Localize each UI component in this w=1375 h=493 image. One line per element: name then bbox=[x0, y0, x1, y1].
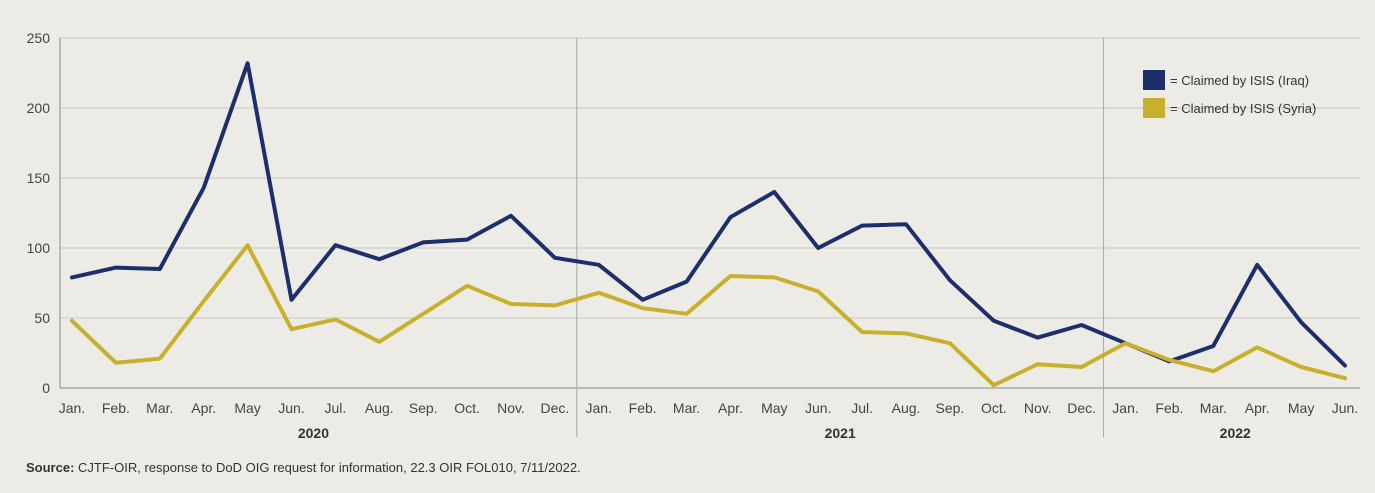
x-tick-label: Oct. bbox=[454, 400, 480, 416]
x-tick-label: Feb. bbox=[102, 400, 130, 416]
x-tick-label: Feb. bbox=[1155, 400, 1183, 416]
y-tick-label: 100 bbox=[27, 240, 51, 256]
x-tick-label: Mar. bbox=[1200, 400, 1227, 416]
x-tick-label: Jan. bbox=[586, 400, 612, 416]
series-line-syria bbox=[70, 243, 1347, 388]
x-tick-label: May bbox=[234, 400, 260, 416]
x-tick-label: Jan. bbox=[59, 400, 85, 416]
legend-label: = Claimed by ISIS (Iraq) bbox=[1170, 73, 1309, 88]
series-lines bbox=[70, 61, 1347, 388]
y-tick-label: 0 bbox=[42, 380, 50, 396]
x-tick-label: May bbox=[1288, 400, 1314, 416]
x-tick-label: Jan. bbox=[1112, 400, 1138, 416]
y-tick-label: 200 bbox=[27, 100, 51, 116]
x-tick-label: Jun. bbox=[805, 400, 831, 416]
x-tick-label: Dec. bbox=[540, 400, 569, 416]
legend-label: = Claimed by ISIS (Syria) bbox=[1170, 101, 1316, 116]
x-tick-label: Jul. bbox=[851, 400, 873, 416]
x-tick-label: May bbox=[761, 400, 787, 416]
y-tick-label: 50 bbox=[34, 310, 50, 326]
y-tick-label: 150 bbox=[27, 170, 51, 186]
x-tick-label: Mar. bbox=[673, 400, 700, 416]
x-tick-label: Aug. bbox=[365, 400, 394, 416]
x-axis: Jan. Feb. Mar. Apr. May Jun. Jul. Aug. Sep. Oct. N… bbox=[59, 400, 1358, 441]
year-label: 2022 bbox=[1220, 425, 1251, 441]
x-tick-label: Apr. bbox=[191, 400, 216, 416]
x-tick-label: Jul. bbox=[324, 400, 346, 416]
source-text: CJTF-OIR, response to DoD OIG request fo… bbox=[74, 460, 581, 475]
y-axis: 0 50 100 150 200 250 bbox=[27, 30, 51, 396]
legend-swatch bbox=[1143, 70, 1165, 90]
x-tick-label: Oct. bbox=[981, 400, 1007, 416]
x-tick-label: Aug. bbox=[892, 400, 921, 416]
legend: = Claimed by ISIS (Iraq) = Claimed by ISI… bbox=[1143, 70, 1316, 118]
x-tick-label: Sep. bbox=[936, 400, 965, 416]
x-tick-label: Nov. bbox=[497, 400, 525, 416]
x-tick-label: Apr. bbox=[1245, 400, 1270, 416]
y-tick-label: 250 bbox=[27, 30, 51, 46]
x-tick-label: Feb. bbox=[629, 400, 657, 416]
x-tick-label: Nov. bbox=[1024, 400, 1052, 416]
source-note: Source: CJTF-OIR, response to DoD OIG re… bbox=[26, 460, 581, 475]
x-tick-label: Apr. bbox=[718, 400, 743, 416]
source-label: Source: bbox=[26, 460, 75, 475]
x-tick-label: Sep. bbox=[409, 400, 438, 416]
legend-swatch bbox=[1143, 98, 1165, 118]
x-tick-label: Jun. bbox=[278, 400, 304, 416]
x-tick-label: Jun. bbox=[1332, 400, 1358, 416]
x-tick-label: Mar. bbox=[146, 400, 173, 416]
year-label: 2021 bbox=[825, 425, 856, 441]
year-label: 2020 bbox=[298, 425, 329, 441]
x-tick-label: Dec. bbox=[1067, 400, 1096, 416]
